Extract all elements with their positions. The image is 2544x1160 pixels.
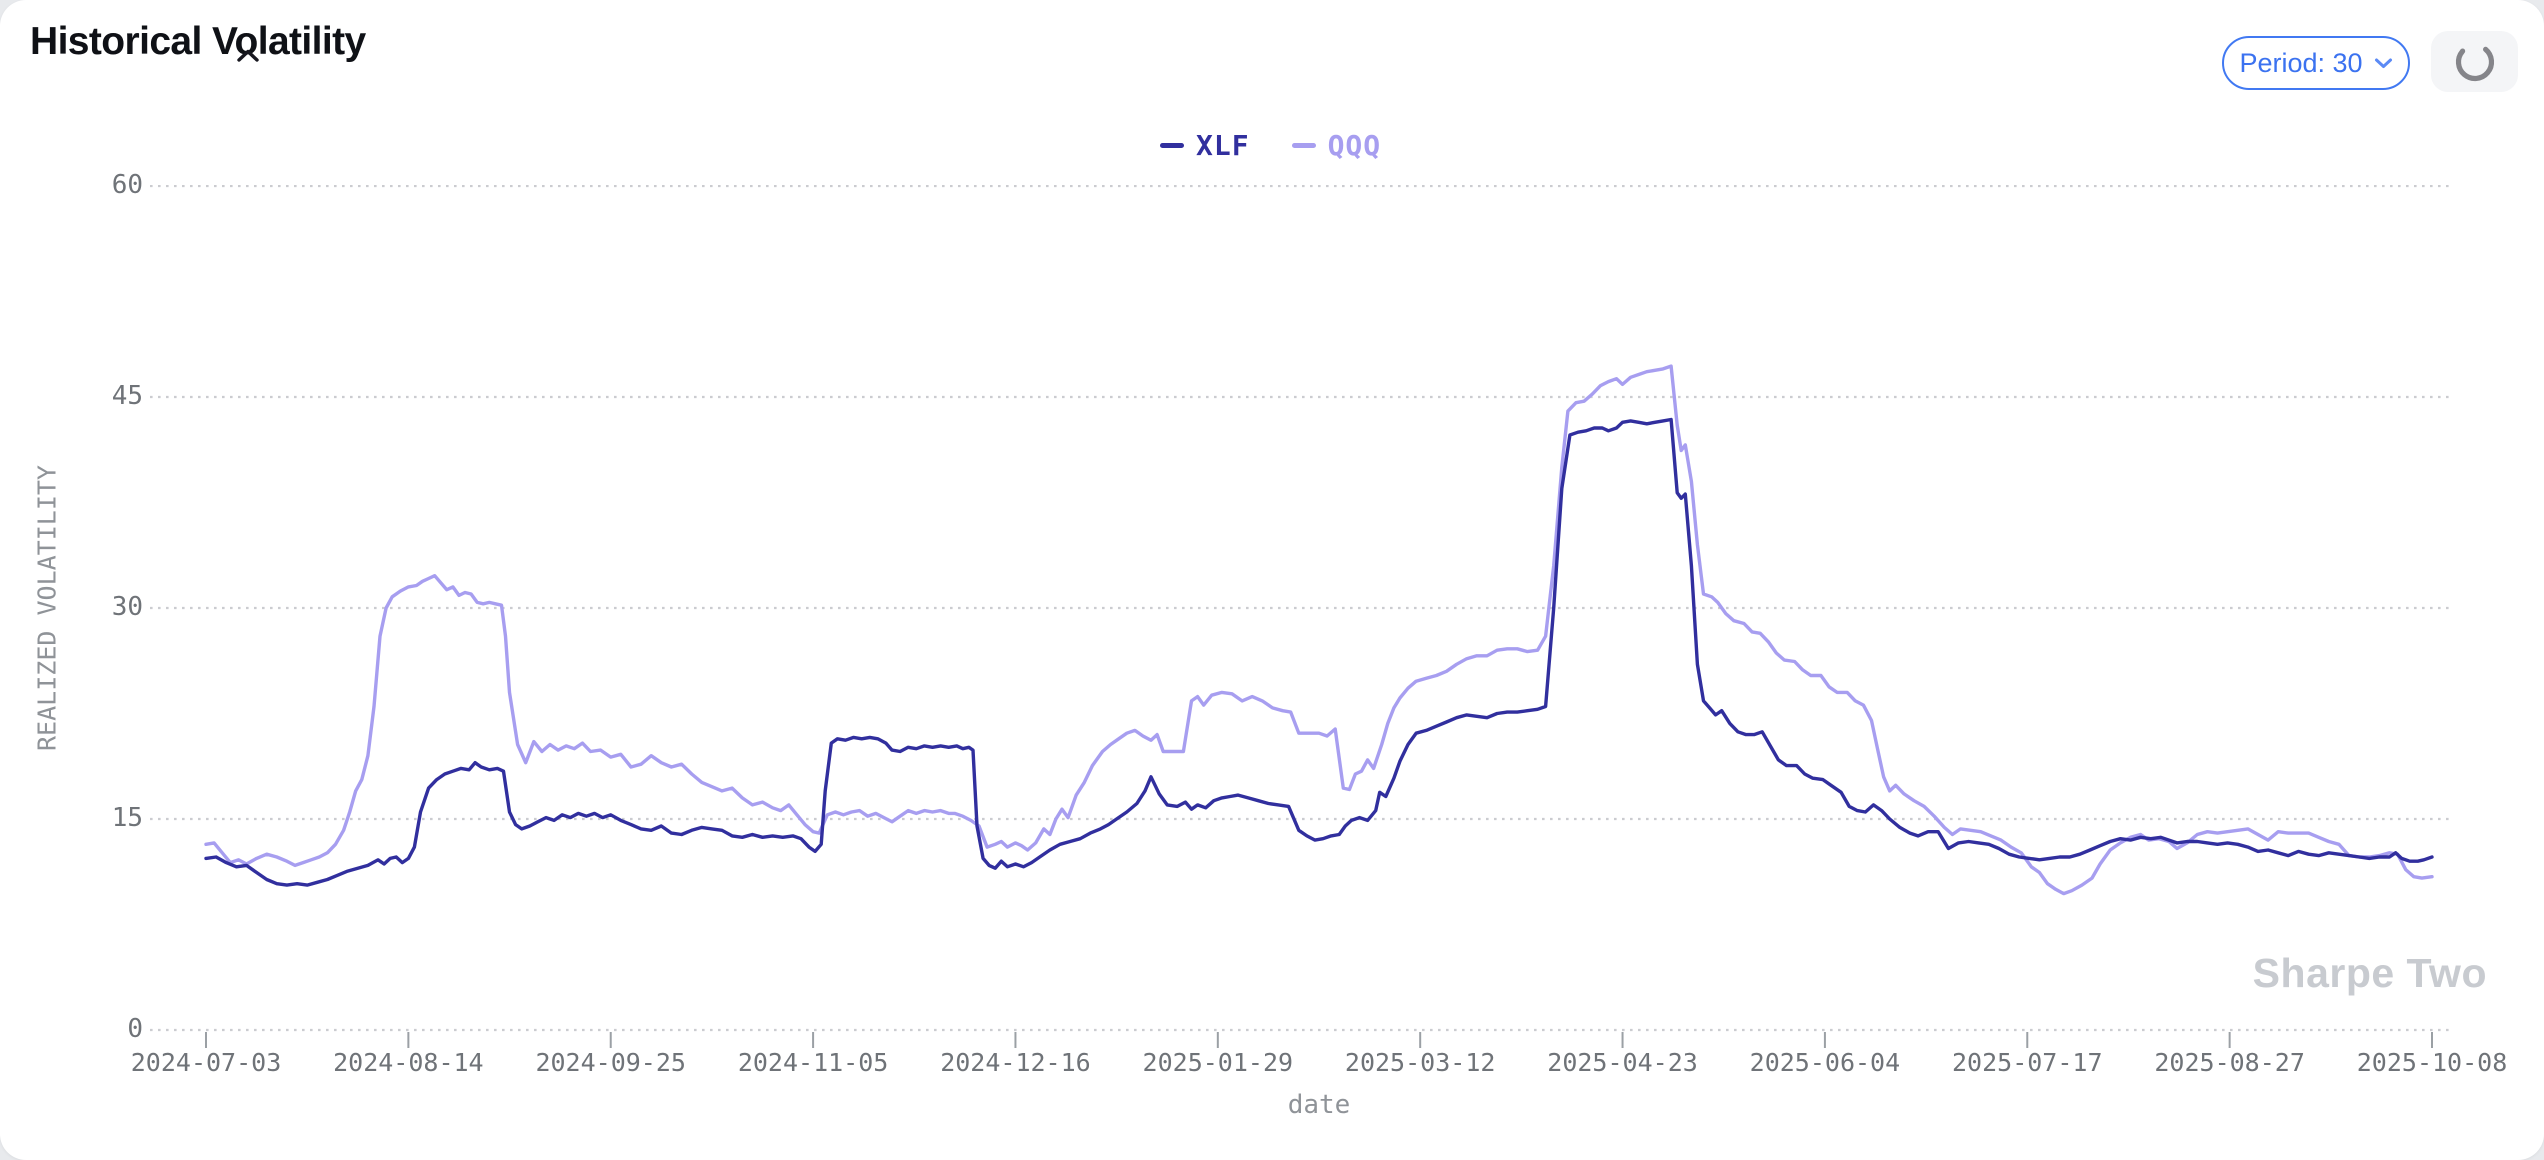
x-tick-label-2024-07-03: 2024-07-03 xyxy=(130,1048,282,1077)
chart-legend: XLF QQQ xyxy=(1160,129,1381,162)
x-axis-title: date xyxy=(1287,1090,1351,1120)
qqq-line xyxy=(204,364,2434,896)
xlf-line-swatch xyxy=(1160,143,1184,148)
legend-item-qqq[interactable]: QQQ xyxy=(1291,129,1382,162)
x-tick-label-2025-08-27: 2025-08-27 xyxy=(2154,1048,2305,1077)
y-tick-label-45: 45 xyxy=(111,381,143,412)
spinner-icon xyxy=(2453,40,2497,84)
x-tick-label-2024-11-05: 2024-11-05 xyxy=(737,1048,889,1077)
chevron-up-icon xyxy=(236,48,260,66)
xlf-line xyxy=(204,417,2434,887)
y-tick-label-15: 15 xyxy=(111,803,143,833)
y-tick-label-30: 30 xyxy=(111,592,143,623)
collapse-panel-button[interactable] xyxy=(228,40,268,74)
x-tick-label-2024-09-25: 2024-09-25 xyxy=(535,1048,686,1077)
x-tick-label-2024-12-16: 2024-12-16 xyxy=(940,1048,1091,1077)
chevron-down-icon xyxy=(2374,57,2393,69)
x-tick-label-2025-07-17: 2025-07-17 xyxy=(1952,1048,2103,1077)
legend-label-xlf: XLF xyxy=(1196,129,1250,162)
x-tick-label-2025-03-12: 2025-03-12 xyxy=(1344,1048,1496,1077)
x-tick-label-2025-10-08: 2025-10-08 xyxy=(2356,1048,2508,1077)
legend-label-qqq: QQQ xyxy=(1327,129,1382,162)
period-dropdown[interactable]: Period: 30 xyxy=(2222,36,2410,90)
refresh-loading-button[interactable] xyxy=(2431,31,2518,92)
period-dropdown-label: Period: 30 xyxy=(2239,47,2363,78)
x-tick-label-2025-04-23: 2025-04-23 xyxy=(1547,1048,1698,1077)
watermark: Sharpe Two xyxy=(2252,950,2487,996)
x-tick-label-2025-06-04: 2025-06-04 xyxy=(1749,1048,1901,1077)
x-tick-label-2025-01-29: 2025-01-29 xyxy=(1142,1048,1294,1077)
y-tick-label-60: 60 xyxy=(111,170,143,201)
legend-item-xlf[interactable]: XLF xyxy=(1160,129,1250,162)
x-tick-label-2024-08-14: 2024-08-14 xyxy=(333,1048,484,1077)
qqq-line-swatch xyxy=(1291,143,1316,148)
page-title: Historical Volatility xyxy=(30,20,366,63)
y-tick-label-0: 0 xyxy=(127,1014,143,1044)
